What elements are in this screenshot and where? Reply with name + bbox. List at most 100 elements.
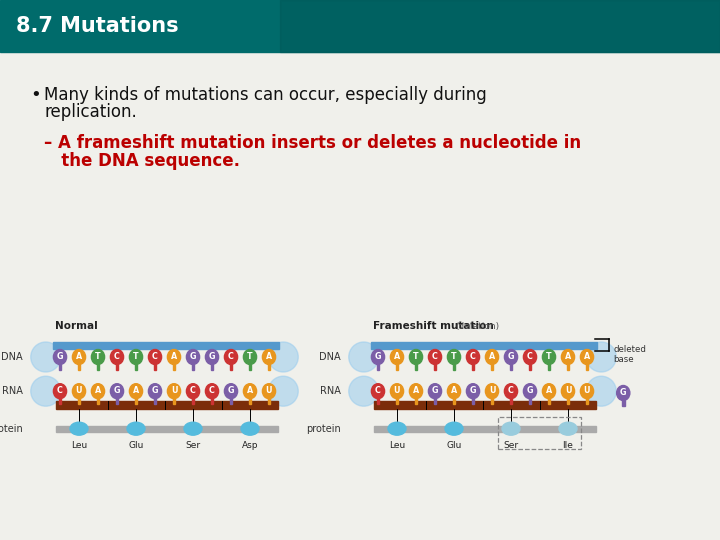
Ellipse shape xyxy=(372,384,384,399)
Bar xyxy=(78,397,81,404)
Text: A: A xyxy=(394,352,400,361)
Bar xyxy=(116,363,118,370)
Text: U: U xyxy=(394,386,400,395)
Ellipse shape xyxy=(410,349,423,364)
Text: U: U xyxy=(489,386,495,395)
Bar xyxy=(230,363,233,370)
Text: C: C xyxy=(190,386,196,395)
Text: G: G xyxy=(527,386,534,395)
Ellipse shape xyxy=(167,384,181,399)
Bar xyxy=(510,363,513,370)
Ellipse shape xyxy=(445,422,463,435)
Text: •: • xyxy=(30,86,41,104)
Ellipse shape xyxy=(262,384,276,399)
Text: T: T xyxy=(413,352,419,361)
Bar xyxy=(58,397,61,404)
Text: C: C xyxy=(527,352,533,361)
Ellipse shape xyxy=(130,384,143,399)
Ellipse shape xyxy=(586,376,616,406)
Text: G: G xyxy=(469,386,476,395)
Bar xyxy=(498,417,581,449)
Ellipse shape xyxy=(148,349,161,364)
Ellipse shape xyxy=(348,376,379,406)
Bar xyxy=(377,397,379,404)
Text: A: A xyxy=(565,352,571,361)
Text: DNA: DNA xyxy=(319,352,341,362)
Ellipse shape xyxy=(243,384,256,399)
Text: T: T xyxy=(451,352,456,361)
Text: G: G xyxy=(432,386,438,395)
Bar xyxy=(192,363,194,370)
Text: G: G xyxy=(228,386,234,395)
Text: G: G xyxy=(508,352,514,361)
Ellipse shape xyxy=(130,349,143,364)
Text: A: A xyxy=(76,352,82,361)
Ellipse shape xyxy=(53,384,66,399)
Bar xyxy=(374,426,596,431)
Ellipse shape xyxy=(428,349,441,364)
Ellipse shape xyxy=(73,384,86,399)
Bar xyxy=(173,363,176,370)
Ellipse shape xyxy=(53,349,66,364)
Ellipse shape xyxy=(241,422,259,435)
Ellipse shape xyxy=(447,384,461,399)
Bar xyxy=(116,397,118,404)
Text: Glu: Glu xyxy=(128,441,144,450)
Ellipse shape xyxy=(523,349,536,364)
Text: base: base xyxy=(613,354,634,363)
Bar xyxy=(472,397,474,404)
Bar xyxy=(192,397,194,404)
Bar xyxy=(528,363,531,370)
Bar xyxy=(453,363,455,370)
Ellipse shape xyxy=(523,384,536,399)
Ellipse shape xyxy=(91,349,104,364)
Text: Leu: Leu xyxy=(389,441,405,450)
Text: A: A xyxy=(546,386,552,395)
Bar xyxy=(528,397,531,404)
Text: RNA: RNA xyxy=(320,386,341,396)
Bar xyxy=(472,363,474,370)
Ellipse shape xyxy=(110,384,124,399)
Ellipse shape xyxy=(31,342,60,372)
Bar xyxy=(268,397,270,404)
Text: T: T xyxy=(133,352,139,361)
Bar xyxy=(585,363,588,370)
Bar xyxy=(622,400,625,406)
Bar xyxy=(377,363,379,370)
Ellipse shape xyxy=(148,384,161,399)
Text: protein: protein xyxy=(0,424,22,434)
Bar xyxy=(211,397,213,404)
Text: DNA: DNA xyxy=(1,352,22,362)
Text: A: A xyxy=(584,352,590,361)
Ellipse shape xyxy=(372,349,384,364)
Text: U: U xyxy=(76,386,82,395)
Ellipse shape xyxy=(262,349,276,364)
Ellipse shape xyxy=(91,384,104,399)
Bar xyxy=(396,397,398,404)
Ellipse shape xyxy=(73,349,86,364)
Ellipse shape xyxy=(616,386,630,401)
Ellipse shape xyxy=(580,349,593,364)
Text: U: U xyxy=(171,386,177,395)
Text: Many kinds of mutations can occur, especially during: Many kinds of mutations can occur, espec… xyxy=(44,86,487,104)
Ellipse shape xyxy=(269,376,298,406)
Bar xyxy=(374,401,596,409)
Text: U: U xyxy=(266,386,272,395)
Bar xyxy=(53,341,279,348)
Ellipse shape xyxy=(485,349,498,364)
Bar xyxy=(153,397,156,404)
Bar xyxy=(248,363,251,370)
Text: protein: protein xyxy=(306,424,341,434)
Bar xyxy=(433,363,436,370)
Ellipse shape xyxy=(586,342,616,372)
Text: G: G xyxy=(374,352,382,361)
Text: A: A xyxy=(247,386,253,395)
Text: C: C xyxy=(432,352,438,361)
Bar xyxy=(58,363,61,370)
Bar xyxy=(153,363,156,370)
Text: the DNA sequence.: the DNA sequence. xyxy=(44,152,240,170)
Ellipse shape xyxy=(110,349,124,364)
Text: U: U xyxy=(564,386,571,395)
Bar xyxy=(415,397,418,404)
Text: C: C xyxy=(209,386,215,395)
